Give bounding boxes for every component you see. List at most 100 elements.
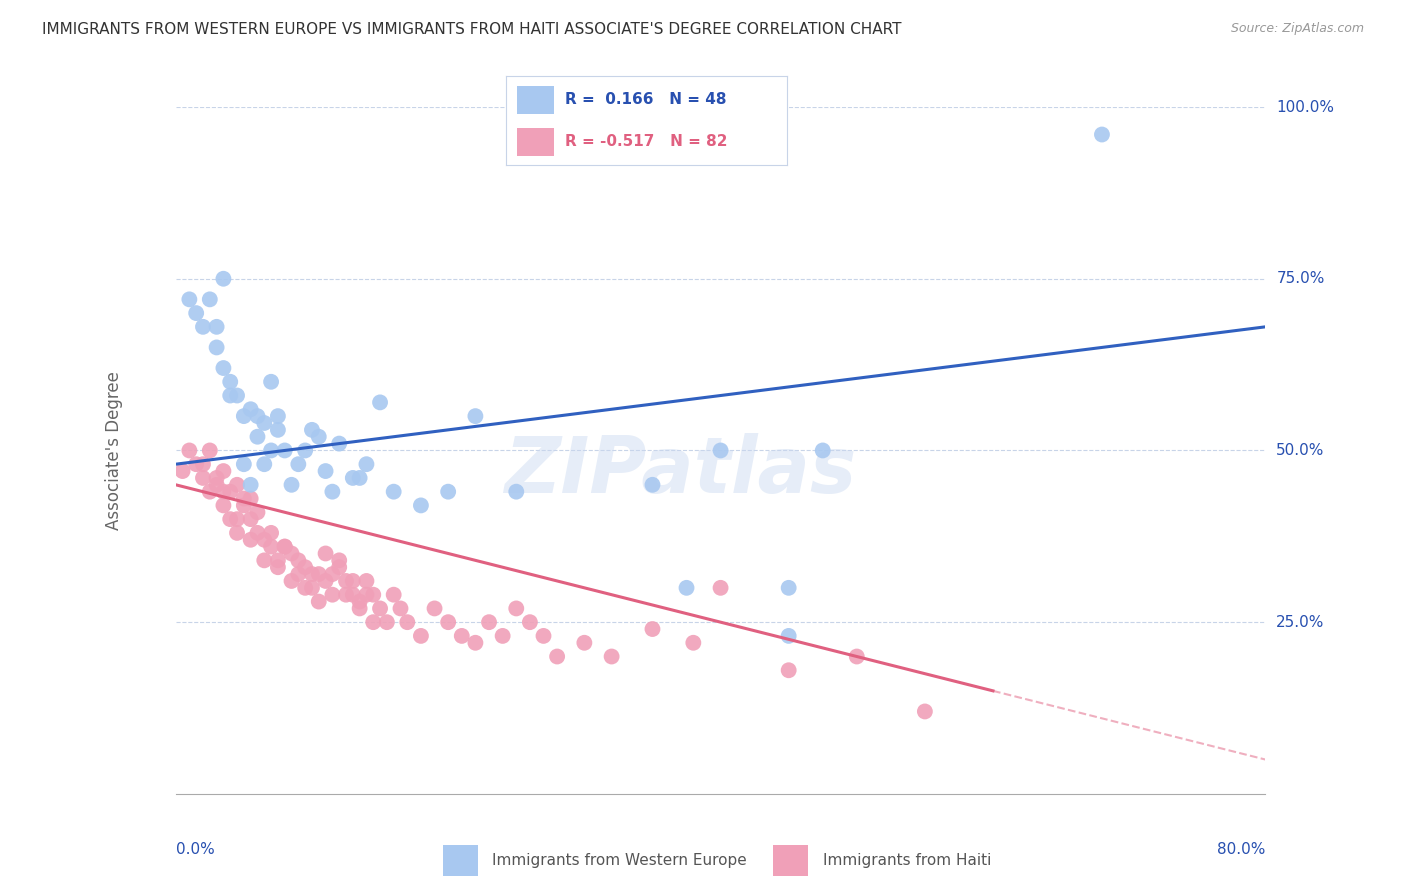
Point	[437, 484, 460, 499]
Point	[246, 525, 269, 540]
Point	[464, 409, 486, 424]
Point	[450, 629, 472, 643]
FancyBboxPatch shape	[517, 128, 554, 156]
Point	[191, 457, 214, 471]
Point	[205, 319, 228, 334]
Point	[274, 443, 297, 458]
Point	[328, 560, 350, 574]
Point	[260, 525, 283, 540]
Point	[375, 615, 398, 630]
Text: ZIPatlas: ZIPatlas	[503, 433, 856, 509]
Point	[308, 430, 330, 444]
Point	[321, 588, 343, 602]
Point	[239, 478, 262, 492]
Point	[533, 629, 555, 643]
Point	[505, 601, 527, 615]
Point	[186, 306, 208, 320]
Point	[811, 443, 834, 458]
Point	[356, 588, 378, 602]
Point	[437, 615, 460, 630]
Point	[205, 478, 228, 492]
Point	[219, 388, 242, 402]
Point	[246, 505, 269, 519]
Point	[349, 594, 371, 608]
Point	[349, 601, 371, 615]
Point	[267, 409, 290, 424]
Point	[342, 588, 364, 602]
Point	[335, 574, 357, 588]
Point	[675, 581, 697, 595]
Point	[409, 499, 432, 513]
Point	[219, 484, 242, 499]
Point	[232, 499, 254, 513]
Point	[294, 581, 316, 595]
Point	[342, 471, 364, 485]
Point	[389, 601, 412, 615]
Point	[219, 375, 242, 389]
Point	[914, 705, 936, 719]
Point	[294, 560, 316, 574]
Point	[260, 375, 283, 389]
Point	[267, 560, 290, 574]
Text: R =  0.166   N = 48: R = 0.166 N = 48	[565, 93, 727, 107]
Point	[641, 622, 664, 636]
Point	[226, 525, 249, 540]
Point	[368, 395, 391, 409]
Point	[328, 436, 350, 450]
Point	[641, 478, 664, 492]
Text: 50.0%: 50.0%	[1277, 443, 1324, 458]
Point	[301, 581, 323, 595]
Point	[778, 629, 800, 643]
Point	[253, 553, 276, 567]
Point	[280, 478, 302, 492]
Text: Associate's Degree: Associate's Degree	[105, 371, 124, 530]
Point	[280, 574, 302, 588]
Point	[232, 491, 254, 506]
Point	[239, 512, 262, 526]
Point	[212, 361, 235, 376]
Point	[778, 663, 800, 677]
Text: Immigrants from Haiti: Immigrants from Haiti	[823, 854, 991, 868]
Point	[315, 574, 337, 588]
Point	[368, 601, 391, 615]
Point	[239, 491, 262, 506]
Point	[321, 484, 343, 499]
Text: Source: ZipAtlas.com: Source: ZipAtlas.com	[1230, 22, 1364, 36]
Point	[519, 615, 541, 630]
Point	[212, 464, 235, 478]
Text: 75.0%: 75.0%	[1277, 271, 1324, 286]
Bar	[773, 846, 808, 876]
Point	[274, 540, 297, 554]
Point	[205, 471, 228, 485]
Point	[280, 546, 302, 561]
Point	[287, 457, 309, 471]
Point	[198, 443, 221, 458]
Point	[464, 636, 486, 650]
Point	[172, 464, 194, 478]
Point	[778, 581, 800, 595]
Point	[335, 588, 357, 602]
Text: 80.0%: 80.0%	[1218, 842, 1265, 857]
Point	[308, 594, 330, 608]
Point	[179, 293, 201, 307]
Point	[294, 443, 316, 458]
Point	[301, 567, 323, 582]
Point	[253, 457, 276, 471]
Point	[219, 512, 242, 526]
Point	[226, 512, 249, 526]
Point	[492, 629, 515, 643]
Point	[198, 293, 221, 307]
Point	[232, 457, 254, 471]
Point	[505, 484, 527, 499]
Point	[198, 484, 221, 499]
Point	[361, 615, 384, 630]
Text: Immigrants from Western Europe: Immigrants from Western Europe	[492, 854, 747, 868]
Point	[186, 457, 208, 471]
Point	[212, 271, 235, 285]
Point	[423, 601, 446, 615]
Point	[301, 423, 323, 437]
Point	[1091, 128, 1114, 142]
Point	[328, 553, 350, 567]
Point	[546, 649, 568, 664]
Text: 25.0%: 25.0%	[1277, 615, 1324, 630]
